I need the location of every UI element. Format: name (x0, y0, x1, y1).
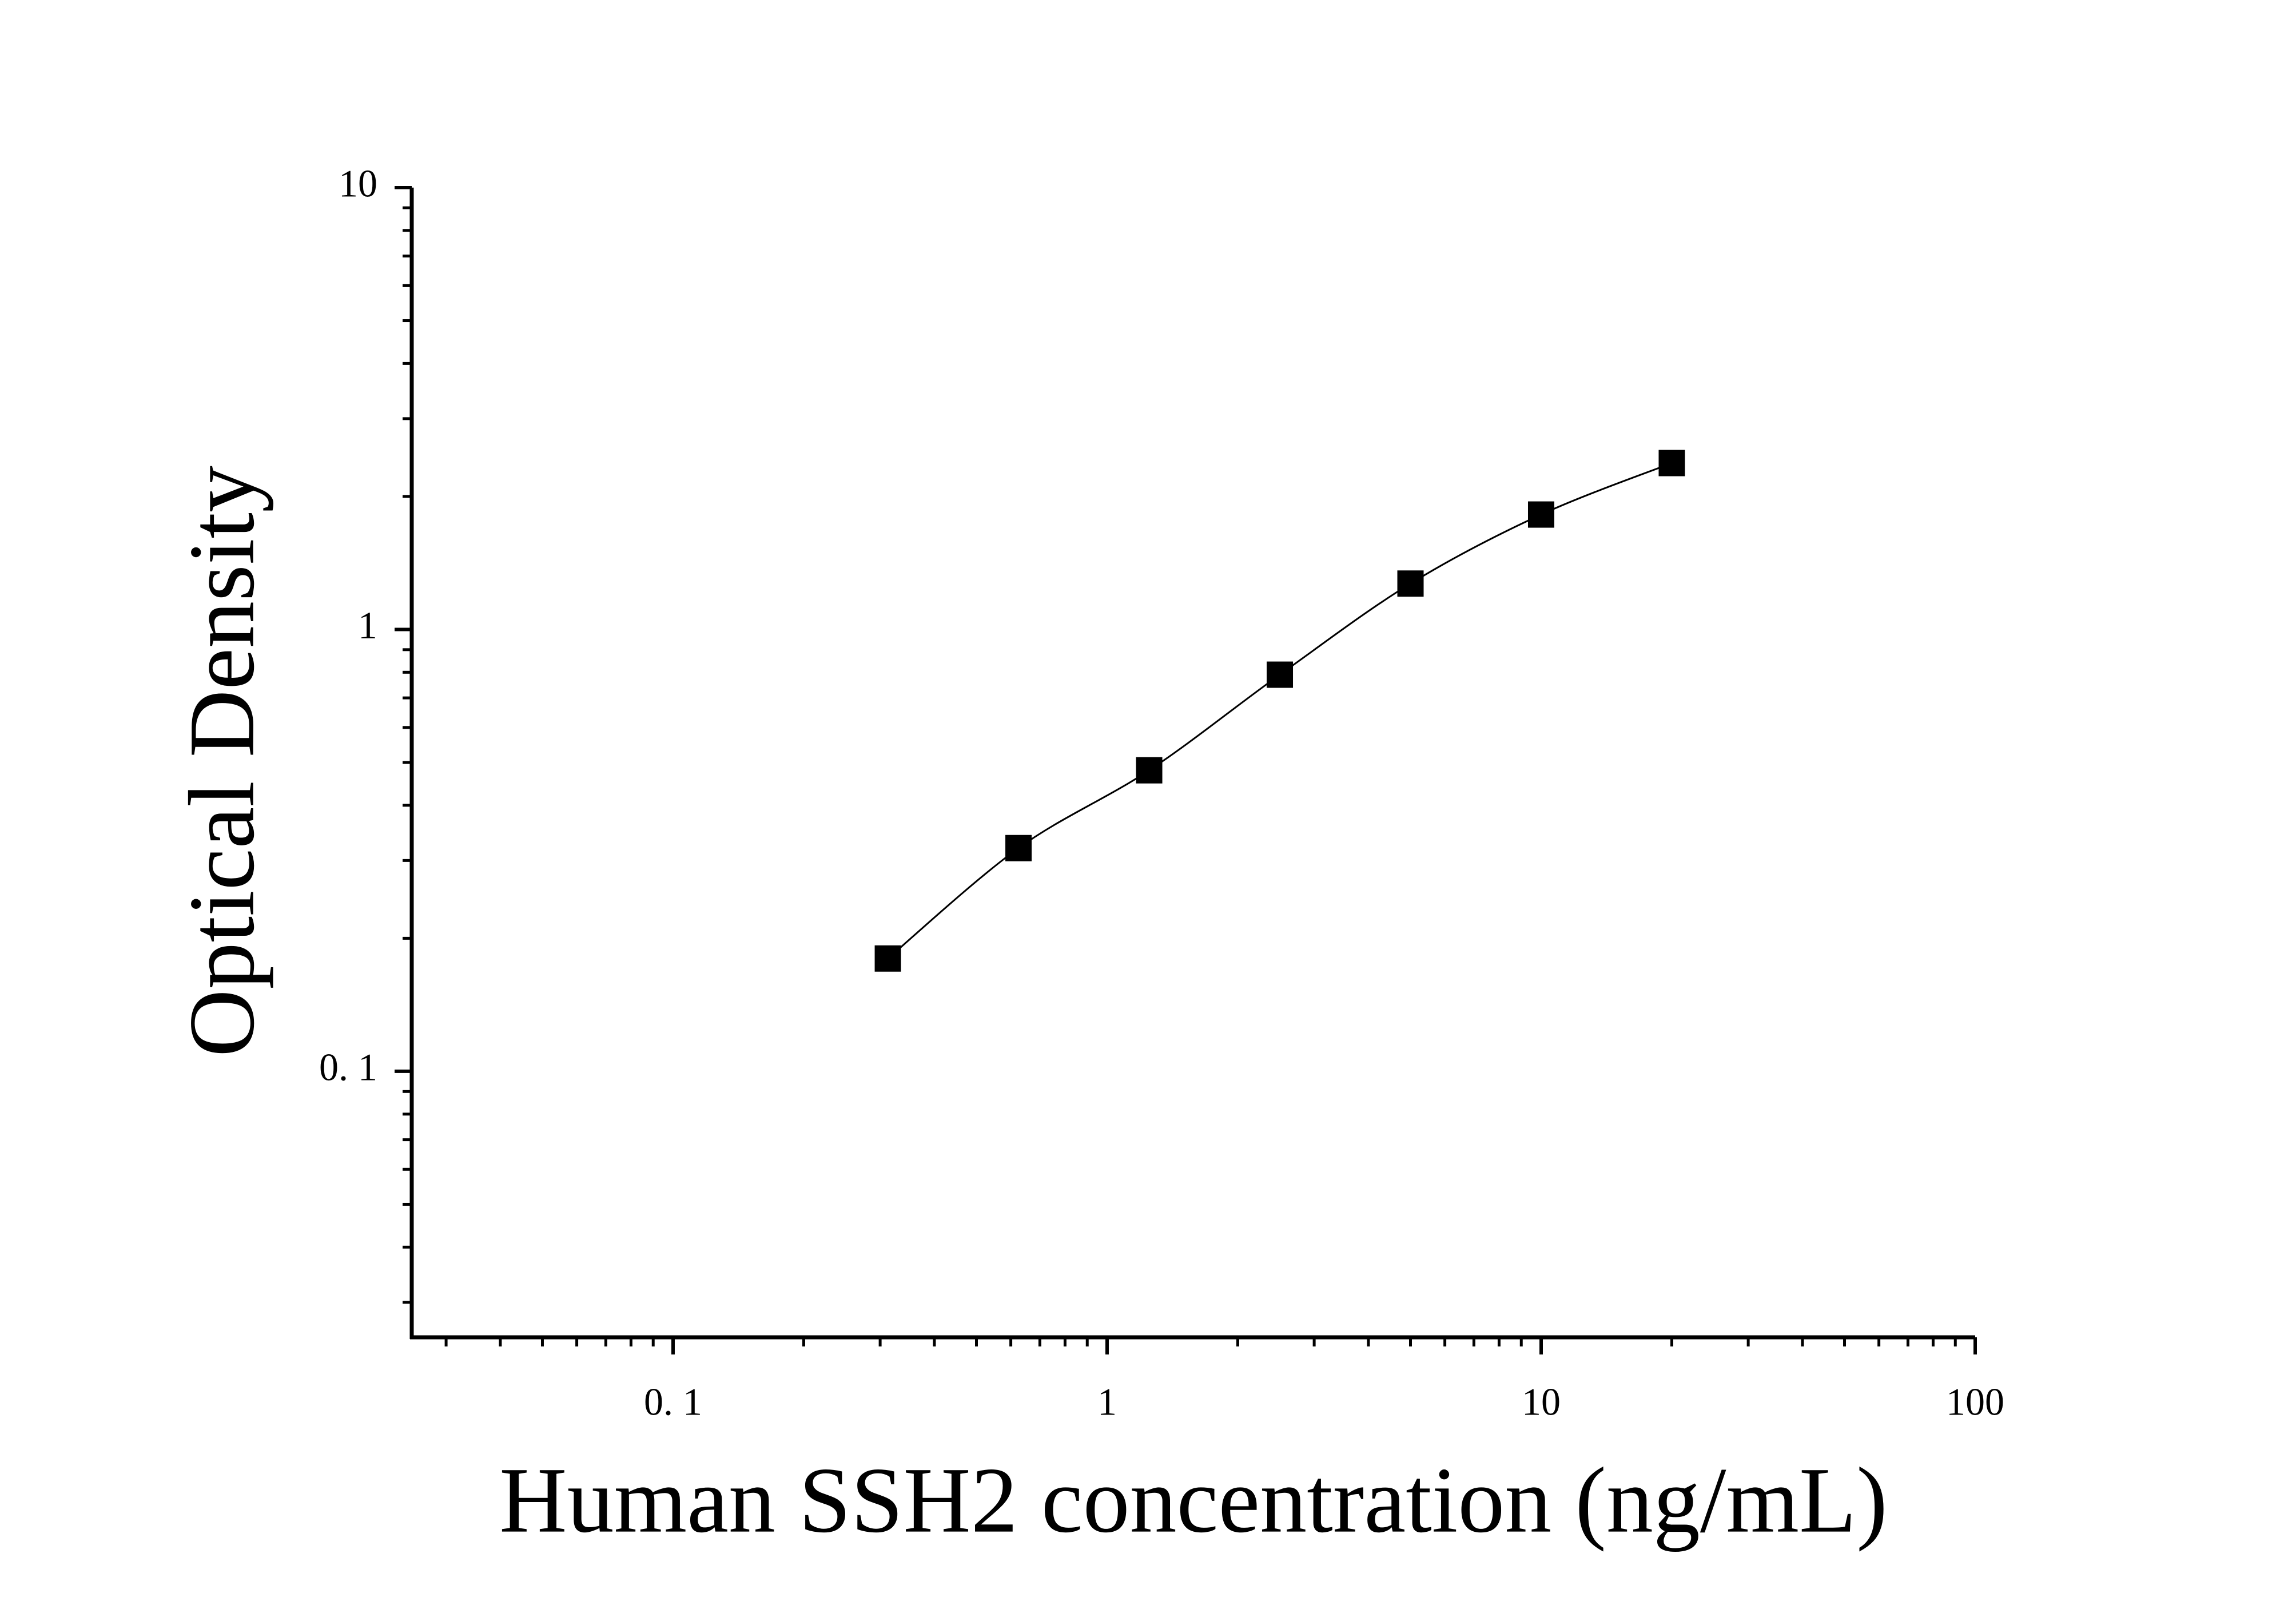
x-tick-label: 10 (1522, 1380, 1561, 1424)
data-point (1136, 757, 1163, 784)
data-point (1397, 570, 1424, 597)
y-axis-title: Optical Density (170, 466, 274, 1057)
x-axis-title: Human SSH2 concentration (ng/mL) (499, 1449, 1888, 1552)
y-tick-label: 1 (358, 603, 377, 647)
data-point (1527, 501, 1554, 528)
y-tick-label: 10 (339, 162, 377, 205)
y-tick-label: 0. 1 (319, 1046, 377, 1089)
data-point (1005, 835, 1032, 861)
data-point (1658, 450, 1685, 476)
data-point (1267, 661, 1294, 688)
data-point (874, 945, 901, 972)
x-tick-label: 0. 1 (644, 1380, 702, 1424)
x-tick-label: 100 (1946, 1380, 2004, 1424)
x-tick-label: 1 (1097, 1380, 1117, 1424)
